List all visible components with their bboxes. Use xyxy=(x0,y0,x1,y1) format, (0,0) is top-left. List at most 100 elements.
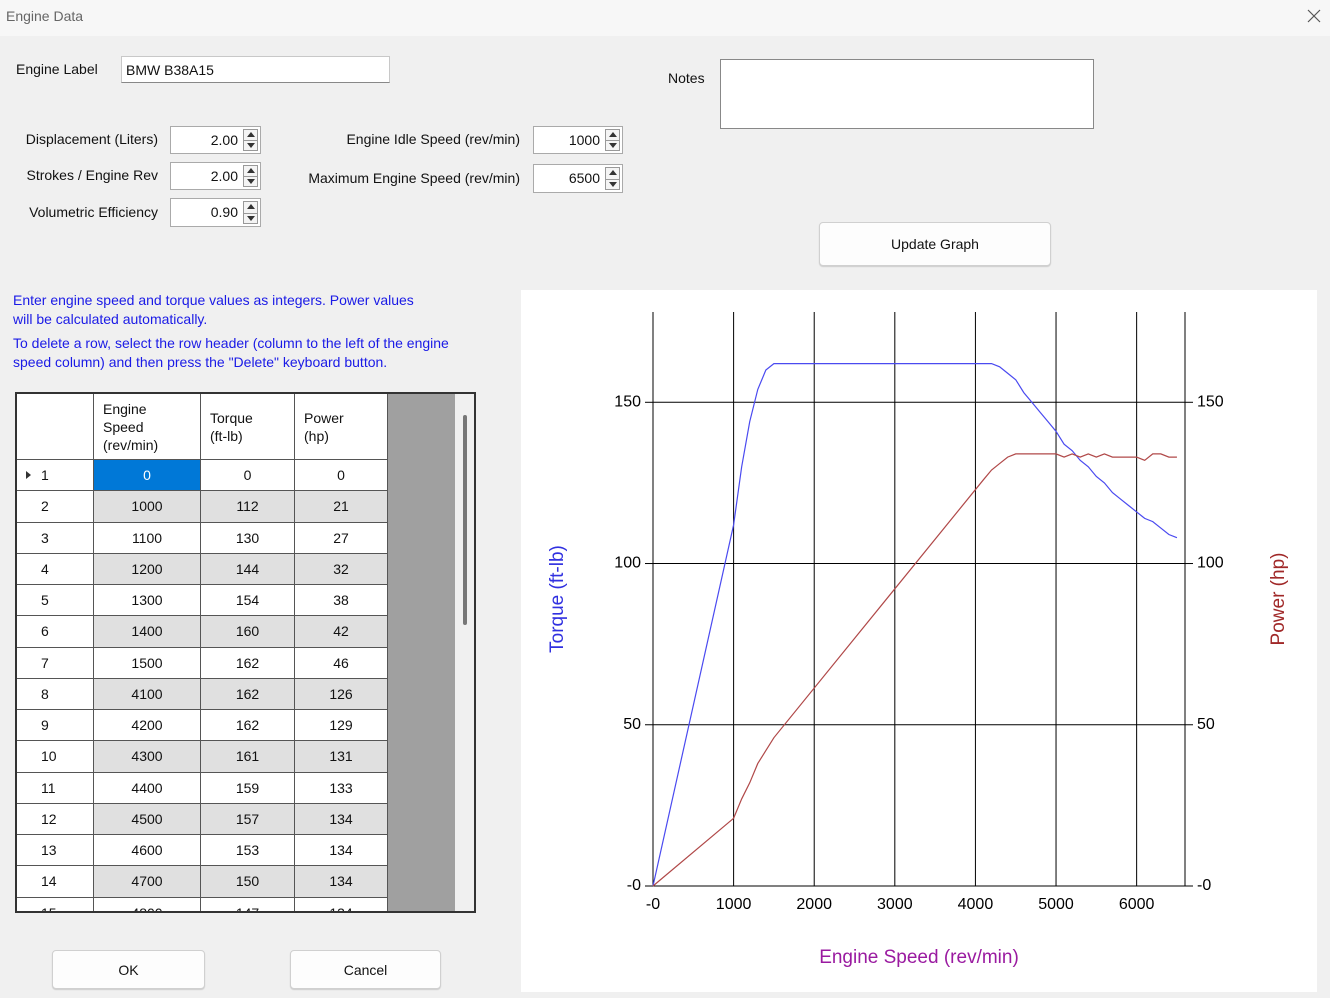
header-line: Speed xyxy=(103,418,144,435)
spin-arrows[interactable] xyxy=(605,167,620,190)
volumetric-efficiency-spinbox[interactable]: 0.90 xyxy=(170,198,261,227)
window-title: Engine Data xyxy=(6,8,84,24)
x-tick-label: 2000 xyxy=(796,896,832,913)
table-cell[interactable]: 160 xyxy=(201,616,295,648)
table-cell[interactable]: 0 xyxy=(295,460,388,492)
row-header[interactable]: 1 xyxy=(17,460,94,492)
y2-tick-label: -0 xyxy=(1197,877,1211,894)
table-cell[interactable]: 134 xyxy=(295,897,388,911)
table-cell[interactable]: 0 xyxy=(201,460,295,492)
column-header: Torque (ft-lb) xyxy=(201,394,295,460)
table-cell[interactable]: 27 xyxy=(295,522,388,554)
table-cell[interactable]: 162 xyxy=(201,678,295,710)
row-header[interactable]: 9 xyxy=(17,710,94,742)
table-cell[interactable]: 153 xyxy=(201,835,295,867)
table-cell[interactable]: 126 xyxy=(295,678,388,710)
table-cell[interactable]: 157 xyxy=(201,803,295,835)
max-speed-spinbox[interactable]: 6500 xyxy=(533,164,623,193)
table-cell[interactable]: 147 xyxy=(201,897,295,911)
table-cell[interactable]: 21 xyxy=(295,491,388,523)
notes-input[interactable] xyxy=(720,59,1094,129)
ok-button[interactable]: OK xyxy=(52,950,205,989)
row-header[interactable]: 6 xyxy=(17,616,94,648)
table-cell[interactable]: 130 xyxy=(201,522,295,554)
update-graph-button[interactable]: Update Graph xyxy=(819,222,1051,266)
table-cell[interactable]: 4800 xyxy=(94,897,201,911)
instruction-line: will be calculated automatically. xyxy=(13,311,208,327)
current-row-indicator xyxy=(26,471,31,479)
table-cell[interactable]: 133 xyxy=(295,772,388,804)
table-cell[interactable]: 159 xyxy=(201,772,295,804)
close-button[interactable] xyxy=(1306,8,1322,24)
y2-tick-label: 50 xyxy=(1197,716,1215,733)
row-header[interactable]: 2 xyxy=(17,491,94,523)
series-line xyxy=(652,362,1178,887)
table-cell[interactable]: 4400 xyxy=(94,772,201,804)
table-cell[interactable]: 162 xyxy=(201,647,295,679)
table-cell[interactable]: 1400 xyxy=(94,616,201,648)
table-cell[interactable]: 42 xyxy=(295,616,388,648)
table-cell[interactable]: 4100 xyxy=(94,678,201,710)
table-cell[interactable]: 129 xyxy=(295,710,388,742)
displacement-spinbox[interactable]: 2.00 xyxy=(170,126,261,154)
spin-arrows[interactable] xyxy=(605,129,620,151)
row-header[interactable]: 7 xyxy=(17,647,94,679)
table-cell[interactable]: 4700 xyxy=(94,866,201,898)
row-header[interactable]: 5 xyxy=(17,585,94,617)
row-header[interactable]: 13 xyxy=(17,835,94,867)
table-cell[interactable]: 144 xyxy=(201,553,295,585)
table-cell[interactable]: 134 xyxy=(295,866,388,898)
notes-label: Notes xyxy=(668,70,705,86)
table-cell[interactable]: 4300 xyxy=(94,741,201,773)
table-cell[interactable]: 112 xyxy=(201,491,295,523)
table-cell[interactable]: 154 xyxy=(201,585,295,617)
engine-label-input[interactable]: BMW B38A15 xyxy=(121,56,390,83)
table-cell[interactable]: 1000 xyxy=(94,491,201,523)
spin-arrows[interactable] xyxy=(243,165,258,187)
table-cell[interactable]: 1500 xyxy=(94,647,201,679)
row-header[interactable]: 10 xyxy=(17,741,94,773)
y2-tick-label: 100 xyxy=(1197,555,1224,572)
row-header[interactable]: 14 xyxy=(17,866,94,898)
idle-speed-value: 1000 xyxy=(568,132,600,148)
strokes-spinbox[interactable]: 2.00 xyxy=(170,162,261,190)
table-cell[interactable]: 38 xyxy=(295,585,388,617)
column-header: Power (hp) xyxy=(295,394,388,460)
table-cell[interactable]: 150 xyxy=(201,866,295,898)
row-header[interactable]: 4 xyxy=(17,553,94,585)
spin-arrows[interactable] xyxy=(243,129,258,151)
row-header[interactable]: 11 xyxy=(17,772,94,804)
row-header[interactable]: 8 xyxy=(17,678,94,710)
cancel-button[interactable]: Cancel xyxy=(290,950,441,989)
table-cell[interactable]: 4200 xyxy=(94,710,201,742)
x-tick-label: 1000 xyxy=(716,896,752,913)
button-label: OK xyxy=(118,961,139,978)
title-bar xyxy=(0,0,1330,36)
table-cell[interactable]: 32 xyxy=(295,553,388,585)
table-cell[interactable]: 1100 xyxy=(94,522,201,554)
table-cell[interactable]: 1200 xyxy=(94,553,201,585)
row-header[interactable]: 15 xyxy=(17,897,94,911)
spin-arrows[interactable] xyxy=(243,201,258,224)
header-line: Engine xyxy=(103,400,147,417)
table-cell[interactable]: 134 xyxy=(295,803,388,835)
idle-speed-spinbox[interactable]: 1000 xyxy=(533,126,623,154)
table-cell[interactable]: 134 xyxy=(295,835,388,867)
table-cell[interactable]: 1300 xyxy=(94,585,201,617)
max-speed-value: 6500 xyxy=(568,170,600,186)
series-line xyxy=(652,453,1177,887)
table-cell[interactable]: 4600 xyxy=(94,835,201,867)
y2-axis-title: Power (hp) xyxy=(1268,553,1289,646)
table-cell[interactable]: 4500 xyxy=(94,803,201,835)
displacement-value: 2.00 xyxy=(210,132,238,148)
table-cell[interactable]: 131 xyxy=(295,741,388,773)
table-cell[interactable]: 161 xyxy=(201,741,295,773)
row-header[interactable]: 3 xyxy=(17,522,94,554)
table-cell[interactable]: 162 xyxy=(201,710,295,742)
y-axis-title: Torque (ft-lb) xyxy=(547,545,568,653)
row-header-corner xyxy=(17,394,94,460)
header-line: Power xyxy=(304,409,344,426)
table-cell[interactable]: 0 xyxy=(94,460,201,492)
table-cell[interactable]: 46 xyxy=(295,647,388,679)
row-header[interactable]: 12 xyxy=(17,803,94,835)
